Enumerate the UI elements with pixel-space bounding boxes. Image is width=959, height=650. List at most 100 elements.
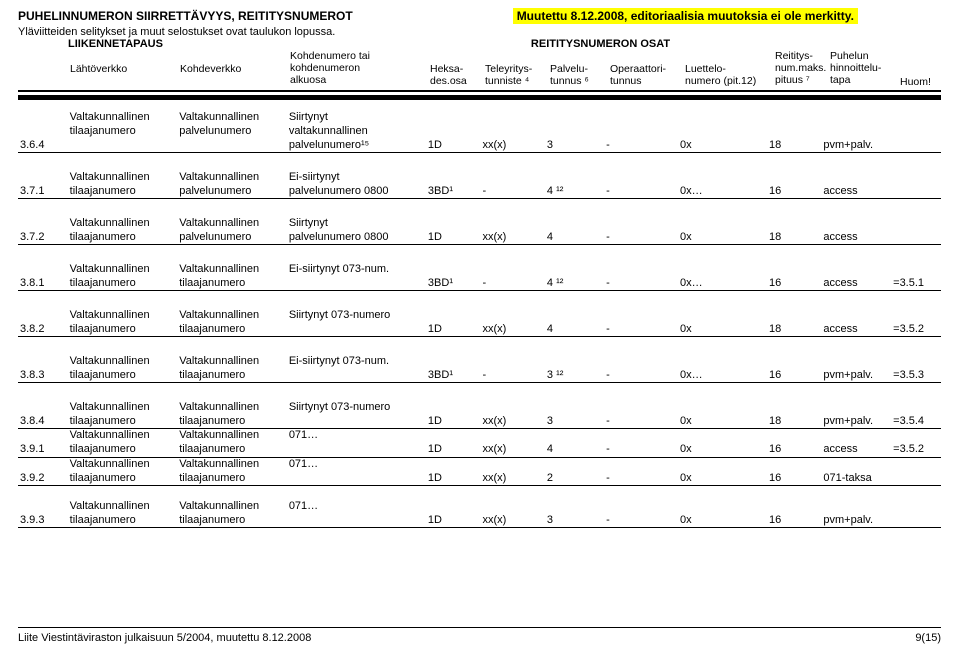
- palv: 4: [545, 429, 604, 457]
- huom: [891, 500, 941, 528]
- col-num: Kohdenumero tai kohdenumeron alkuosa: [288, 50, 428, 88]
- kohde: Valtakunnallinentilaajanumero: [177, 500, 287, 528]
- title-row: PUHELINNUMERON SIIRRETTÄVYYS, REITITYSNU…: [18, 8, 941, 24]
- kohdenumero: Siirtynytvaltakunnallinenpalvelunumero¹⁵: [287, 111, 426, 152]
- reit: 16: [767, 171, 821, 199]
- huom: [891, 457, 941, 485]
- luet: 0x: [678, 429, 767, 457]
- col-reit: Reititys- num.maks. pituus ⁷: [773, 50, 828, 88]
- col-lahto: Lähtöverkko: [68, 50, 178, 88]
- huom: =3.5.1: [891, 263, 941, 291]
- oper: -: [604, 309, 678, 337]
- luet: 0x…: [678, 355, 767, 383]
- thick-separator: [18, 95, 941, 105]
- oper: -: [604, 355, 678, 383]
- lahto: Valtakunnallinentilaajanumero: [68, 171, 178, 199]
- hinn: 071-taksa: [821, 457, 891, 485]
- lahto: Valtakunnallinentilaajanumero: [68, 401, 178, 429]
- palv: 4 ¹²: [545, 263, 604, 291]
- kohdenumero: 071…: [287, 457, 426, 485]
- hinn: pvm+palv.: [821, 111, 891, 152]
- table-row: 3.9.2ValtakunnallinentilaajanumeroValtak…: [18, 457, 941, 485]
- heksa: 3BD¹: [426, 171, 481, 199]
- kohde: Valtakunnallinentilaajanumero: [177, 263, 287, 291]
- tele: xx(x): [481, 309, 545, 337]
- palv: 3: [545, 500, 604, 528]
- huom: =3.5.2: [891, 429, 941, 457]
- tele: xx(x): [481, 500, 545, 528]
- table-row: 3.9.1ValtakunnallinentilaajanumeroValtak…: [18, 429, 941, 457]
- huom: [891, 111, 941, 152]
- reit: 16: [767, 355, 821, 383]
- row-id: 3.9.3: [18, 500, 68, 528]
- heksa: 1D: [426, 500, 481, 528]
- heksa: 1D: [426, 429, 481, 457]
- row-id: 3.7.1: [18, 171, 68, 199]
- row-id: 3.8.1: [18, 263, 68, 291]
- table-row: 3.6.4ValtakunnallinentilaajanumeroValtak…: [18, 111, 941, 152]
- reit: 16: [767, 429, 821, 457]
- reit: 18: [767, 401, 821, 429]
- luet: 0x: [678, 217, 767, 245]
- reit: 16: [767, 263, 821, 291]
- heksa: 3BD¹: [426, 263, 481, 291]
- lahto: Valtakunnallinentilaajanumero: [68, 355, 178, 383]
- palv: 4: [545, 217, 604, 245]
- lahto: Valtakunnallinentilaajanumero: [68, 457, 178, 485]
- table-row: 3.9.3ValtakunnallinentilaajanumeroValtak…: [18, 500, 941, 528]
- heksa: 1D: [426, 309, 481, 337]
- heksa: 1D: [426, 401, 481, 429]
- col-tele: Teleyritys- tunniste ⁴: [483, 50, 548, 88]
- heksa: 1D: [426, 217, 481, 245]
- table-row: 3.7.2ValtakunnallinentilaajanumeroValtak…: [18, 217, 941, 245]
- footer-right: 9(15): [915, 632, 941, 644]
- column-header-row: Lähtöverkko Kohdeverkko Kohdenumero tai …: [18, 50, 941, 88]
- huom: [891, 171, 941, 199]
- kohdenumero: Siirtynyt 073-numero: [287, 401, 426, 429]
- kohde: Valtakunnallinenpalvelunumero: [177, 111, 287, 152]
- footer: Liite Viestintäviraston julkaisuun 5/200…: [18, 627, 941, 644]
- oper: -: [604, 111, 678, 152]
- lahto: Valtakunnallinentilaajanumero: [68, 263, 178, 291]
- hinn: access: [821, 217, 891, 245]
- palv: 4 ¹²: [545, 171, 604, 199]
- lahto: Valtakunnallinentilaajanumero: [68, 217, 178, 245]
- kohdenumero: Ei-siirtynyt 073-num.: [287, 263, 426, 291]
- luet: 0x…: [678, 171, 767, 199]
- kohde: Valtakunnallinentilaajanumero: [177, 401, 287, 429]
- oper: -: [604, 263, 678, 291]
- hinn: pvm+palv.: [821, 500, 891, 528]
- col-huom: Huom!: [898, 50, 948, 88]
- subtitle: Yläviitteiden selitykset ja muut selostu…: [18, 26, 941, 38]
- group-left: LIIKENNETAPAUS: [68, 38, 288, 50]
- tele: xx(x): [481, 217, 545, 245]
- kohde: Valtakunnallinenpalvelunumero: [177, 217, 287, 245]
- tele: -: [481, 263, 545, 291]
- kohdenumero: Siirtynytpalvelunumero 0800: [287, 217, 426, 245]
- col-palv: Palvelu- tunnus ⁶: [548, 50, 608, 88]
- lahto: Valtakunnallinentilaajanumero: [68, 309, 178, 337]
- oper: -: [604, 457, 678, 485]
- hinn: access: [821, 263, 891, 291]
- lahto: Valtakunnallinentilaajanumero: [68, 500, 178, 528]
- kohde: Valtakunnallinentilaajanumero: [177, 457, 287, 485]
- col-luet: Luettelo- numero (pit.12): [683, 50, 773, 88]
- table-row: 3.8.3ValtakunnallinentilaajanumeroValtak…: [18, 355, 941, 383]
- oper: -: [604, 500, 678, 528]
- reit: 16: [767, 500, 821, 528]
- hinn: pvm+palv.: [821, 355, 891, 383]
- luet: 0x: [678, 457, 767, 485]
- table-row: 3.7.1ValtakunnallinentilaajanumeroValtak…: [18, 171, 941, 199]
- oper: -: [604, 401, 678, 429]
- tele: xx(x): [481, 429, 545, 457]
- heksa: 1D: [426, 111, 481, 152]
- huom: =3.5.3: [891, 355, 941, 383]
- table-row: 3.8.1ValtakunnallinentilaajanumeroValtak…: [18, 263, 941, 291]
- row-id: 3.9.1: [18, 429, 68, 457]
- luet: 0x: [678, 401, 767, 429]
- hinn: access: [821, 429, 891, 457]
- kohdenumero: Ei-siirtynytpalvelunumero 0800: [287, 171, 426, 199]
- hinn: access: [821, 171, 891, 199]
- palv: 3 ¹²: [545, 355, 604, 383]
- kohde: Valtakunnallinenpalvelunumero: [177, 171, 287, 199]
